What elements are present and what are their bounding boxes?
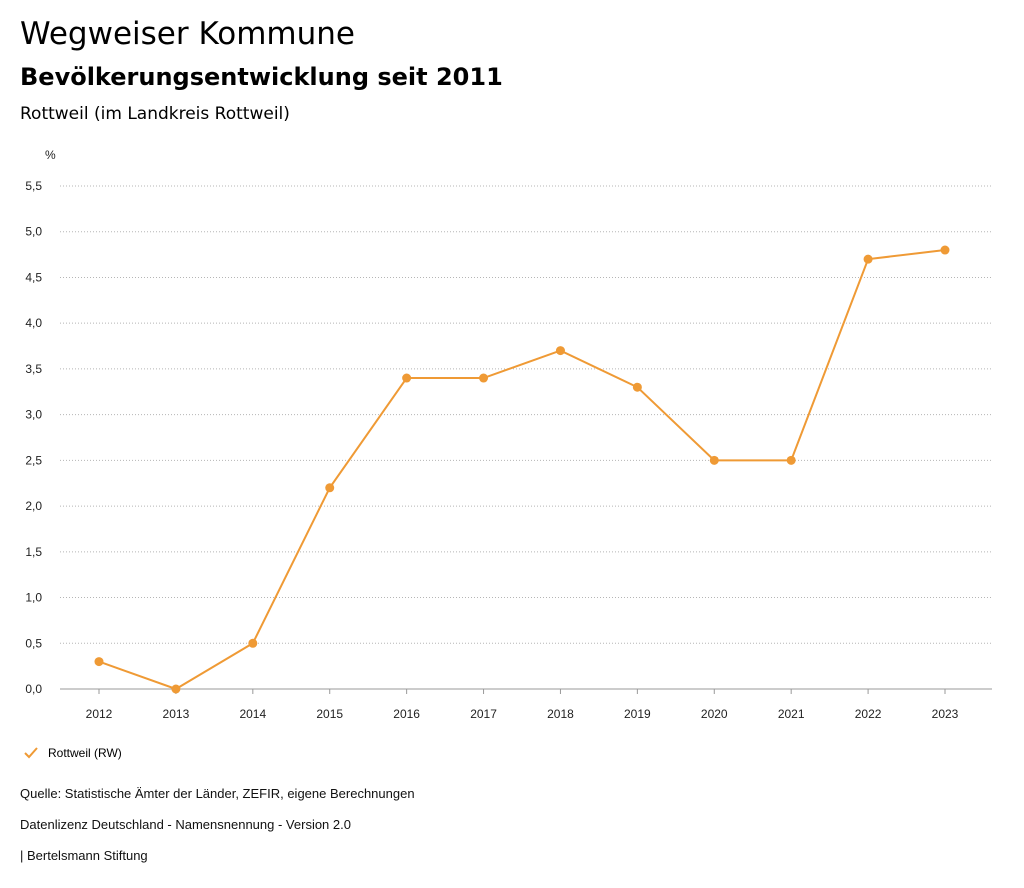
series-line-rottweil bbox=[98, 249, 946, 691]
data-point-2013[interactable] bbox=[171, 684, 181, 694]
data-point-2015[interactable] bbox=[325, 483, 335, 493]
data-point-2019[interactable] bbox=[632, 382, 642, 392]
series-points bbox=[94, 245, 950, 694]
y-tick-label: 5,0 bbox=[25, 225, 42, 239]
y-tick-label: 2,0 bbox=[25, 499, 42, 513]
region-label: Rottweil (im Landkreis Rottweil) bbox=[20, 104, 290, 124]
y-tick-label: 0,5 bbox=[25, 636, 42, 650]
x-tick-label: 2017 bbox=[470, 707, 497, 721]
data-point-2022[interactable] bbox=[863, 254, 873, 264]
checkmark-icon bbox=[24, 747, 38, 759]
source-note: Quelle: Statistische Ämter der Länder, Z… bbox=[20, 786, 415, 801]
x-tick-label: 2015 bbox=[316, 707, 343, 721]
page-title: Wegweiser Kommune bbox=[20, 16, 355, 52]
data-point-2012[interactable] bbox=[94, 657, 104, 667]
data-point-2017[interactable] bbox=[479, 373, 489, 383]
publisher-note: | Bertelsmann Stiftung bbox=[20, 848, 148, 863]
x-axis-ticks: 2012 2013 2014 2015 2016 2017 2018 2019 2020 2021… bbox=[86, 689, 959, 721]
x-tick-label: 2014 bbox=[239, 707, 266, 721]
y-axis-ticks: 0,0 0,5 1,0 1,5 2,0 2,5 3,0 3,5 4,0 4,5 5,0 5,5 bbox=[25, 179, 42, 696]
data-point-2020[interactable] bbox=[709, 455, 719, 465]
legend-item-rottweil[interactable]: Rottweil (RW) bbox=[22, 744, 122, 762]
data-point-2018[interactable] bbox=[555, 346, 565, 356]
line-chart: % 0,0 0,5 1,0 1,5 2,0 2,5 3,0 3,5 4,0 4,5 5,0 5,5 2… bbox=[25, 148, 992, 721]
y-axis-unit: % bbox=[45, 148, 56, 162]
data-point-2023[interactable] bbox=[940, 245, 950, 255]
x-tick-label: 2021 bbox=[778, 707, 805, 721]
grid-lines bbox=[60, 185, 992, 644]
data-point-2014[interactable] bbox=[248, 638, 258, 648]
data-point-2021[interactable] bbox=[786, 455, 796, 465]
y-tick-label: 3,0 bbox=[25, 408, 42, 422]
x-tick-label: 2012 bbox=[86, 707, 113, 721]
y-tick-label: 2,5 bbox=[25, 453, 42, 467]
y-tick-label: 4,0 bbox=[25, 316, 42, 330]
data-point-2016[interactable] bbox=[402, 373, 412, 383]
x-tick-label: 2018 bbox=[547, 707, 574, 721]
x-tick-label: 2013 bbox=[163, 707, 190, 721]
x-tick-label: 2020 bbox=[701, 707, 728, 721]
chart-subtitle: Bevölkerungsentwicklung seit 2011 bbox=[20, 63, 503, 91]
y-tick-label: 1,5 bbox=[25, 545, 42, 559]
y-tick-label: 4,5 bbox=[25, 270, 42, 284]
x-tick-label: 2023 bbox=[932, 707, 959, 721]
x-tick-label: 2019 bbox=[624, 707, 651, 721]
license-note: Datenlizenz Deutschland - Namensnennung … bbox=[20, 817, 351, 832]
y-tick-label: 5,5 bbox=[25, 179, 42, 193]
x-tick-label: 2016 bbox=[393, 707, 420, 721]
x-tick-label: 2022 bbox=[855, 707, 882, 721]
y-tick-label: 0,0 bbox=[25, 682, 42, 696]
y-tick-label: 3,5 bbox=[25, 362, 42, 376]
y-tick-label: 1,0 bbox=[25, 591, 42, 605]
legend-label: Rottweil (RW) bbox=[48, 746, 122, 760]
